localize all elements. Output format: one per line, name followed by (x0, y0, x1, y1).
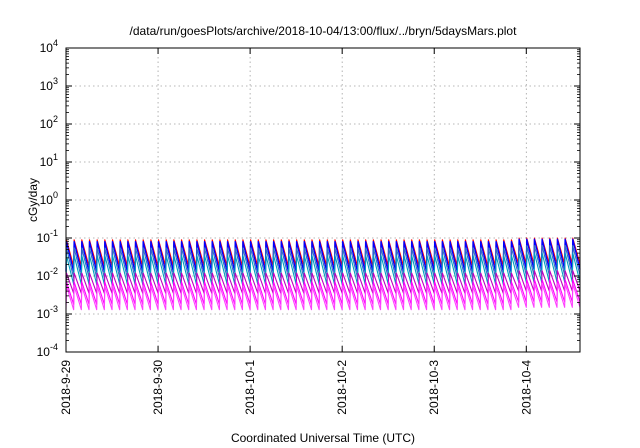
chart-title: /data/run/goesPlots/archive/2018-10-04/1… (130, 24, 518, 38)
series-layer (65, 237, 581, 311)
axes: 10-4 10-3 10-2 10-1 100 101 102 103 104 2018-9-29… (37, 38, 580, 415)
y-tick-label: 101 (40, 152, 58, 169)
series-line (65, 283, 581, 311)
x-axis-label: Coordinated Universal Time (UTC) (231, 431, 415, 445)
x-tick-label: 2018-10-2 (335, 360, 349, 415)
y-tick-label: 10-4 (37, 342, 58, 359)
x-tick-label: 2018-10-4 (519, 360, 533, 415)
y-tick-label: 102 (40, 114, 58, 131)
x-tick-label: 2018-9-29 (59, 360, 73, 415)
x-tick-label: 2018-9-30 (151, 360, 165, 415)
y-tick-label: 100 (40, 190, 58, 207)
x-tick-label: 2018-10-1 (243, 360, 257, 415)
y-tick-label: 10-3 (37, 304, 58, 321)
y-tick-label: 103 (40, 76, 58, 93)
y-axis-label: cGy/day (26, 178, 40, 222)
y-tick-label: 10-2 (37, 266, 58, 283)
x-tick-label: 2018-10-3 (427, 360, 441, 415)
y-tick-label: 10-1 (37, 228, 58, 245)
y-tick-label: 104 (40, 38, 58, 55)
